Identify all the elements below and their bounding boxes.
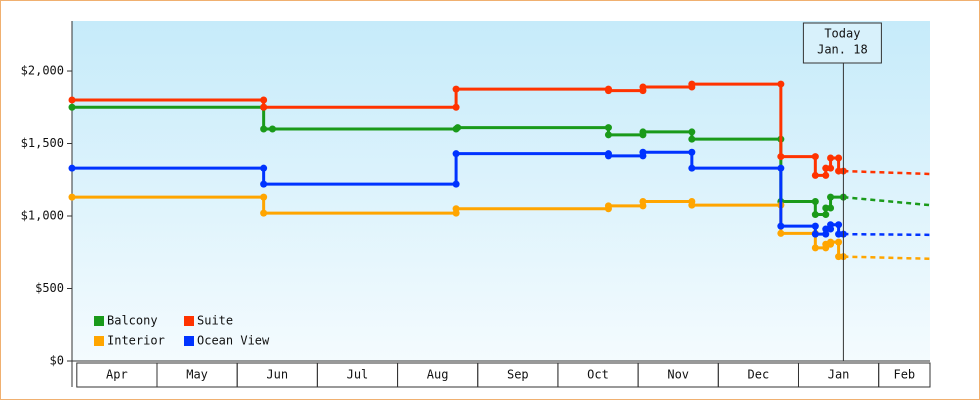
today-label: Jan. 18 [817, 43, 868, 57]
data-point [260, 125, 268, 133]
x-tick-label: May [186, 368, 208, 382]
data-point [639, 198, 647, 206]
data-point [604, 152, 612, 160]
data-point [68, 164, 76, 172]
data-point [822, 211, 830, 219]
data-point [777, 80, 785, 88]
y-tick-label: $1,000 [21, 209, 64, 223]
forecast-line [843, 169, 931, 176]
data-point [68, 103, 76, 111]
x-tick-label: Jun [266, 368, 288, 382]
forecast-line [843, 232, 931, 237]
data-point [835, 253, 843, 261]
data-point [604, 87, 612, 95]
data-point [777, 229, 785, 237]
data-point [811, 171, 819, 179]
data-point [68, 96, 76, 104]
data-point [822, 225, 830, 233]
legend-label: Interior [107, 334, 165, 348]
y-tick-label: $2,000 [21, 64, 64, 78]
x-tick-label: Feb [893, 368, 915, 382]
data-point [688, 148, 696, 156]
data-point [268, 125, 276, 133]
data-point [811, 211, 819, 219]
data-point [835, 238, 843, 246]
data-point [68, 193, 76, 201]
forecast-line [843, 255, 931, 261]
data-point [827, 221, 835, 229]
x-tick-label: Dec [748, 368, 770, 382]
x-tick-label: Sep [507, 368, 529, 382]
legend-swatch [184, 336, 194, 346]
data-point [688, 80, 696, 88]
y-tick-label: $1,500 [21, 136, 64, 150]
today-label: Today [824, 27, 860, 41]
data-point [688, 164, 696, 172]
data-point [260, 164, 268, 172]
data-point [822, 164, 830, 172]
legend-swatch [94, 336, 104, 346]
data-point [452, 85, 460, 93]
data-point [260, 209, 268, 217]
legend-label: Balcony [107, 314, 158, 328]
data-point [827, 238, 835, 246]
legend-swatch [184, 316, 194, 326]
data-point [822, 204, 830, 212]
data-point [604, 131, 612, 139]
data-point [452, 150, 460, 158]
data-point [604, 202, 612, 210]
x-tick-label: Nov [667, 368, 689, 382]
data-point [639, 128, 647, 136]
data-point [452, 205, 460, 213]
data-point [777, 153, 785, 161]
data-point [454, 124, 462, 132]
data-point [452, 103, 460, 111]
data-point [639, 83, 647, 91]
today-box [802, 22, 882, 64]
y-tick-label: $0 [50, 354, 64, 368]
data-point [811, 198, 819, 206]
x-tick-label: Jan [828, 368, 850, 382]
x-tick-label: Apr [106, 368, 128, 382]
data-point [835, 154, 843, 162]
x-tick-label: Aug [427, 368, 449, 382]
data-point [452, 180, 460, 188]
data-point [822, 230, 830, 238]
data-point [835, 167, 843, 175]
data-point [777, 222, 785, 230]
data-point [835, 221, 843, 229]
data-point [260, 193, 268, 201]
data-point [688, 201, 696, 209]
legend-label: Suite [197, 314, 233, 328]
forecast-line [843, 195, 931, 207]
data-point [777, 164, 785, 172]
legend-label: Ocean View [197, 334, 270, 348]
data-point [822, 171, 830, 179]
data-point [688, 128, 696, 136]
y-tick-label: $500 [35, 281, 64, 295]
data-point [827, 193, 835, 201]
series-line [72, 82, 844, 177]
data-point [811, 153, 819, 161]
x-tick-label: Oct [587, 368, 609, 382]
data-point [604, 124, 612, 132]
data-point [260, 103, 268, 111]
data-point [688, 135, 696, 143]
data-point [260, 96, 268, 104]
x-tick-box [878, 362, 931, 388]
x-tick-label: Jul [347, 368, 369, 382]
data-point [639, 148, 647, 156]
data-point [827, 164, 835, 172]
data-point [827, 154, 835, 162]
data-point [811, 230, 819, 238]
legend-swatch [94, 316, 104, 326]
plot-background [72, 21, 930, 361]
data-point [811, 244, 819, 252]
data-point [811, 222, 819, 230]
data-point [835, 230, 843, 238]
data-point [260, 180, 268, 188]
data-point [827, 204, 835, 212]
